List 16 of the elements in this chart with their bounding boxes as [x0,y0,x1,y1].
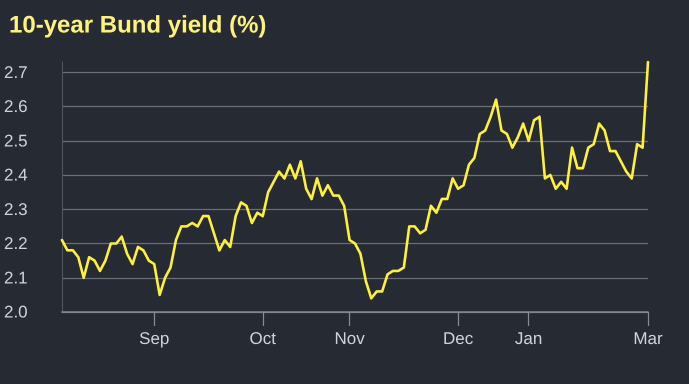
x-tick-label: Mar [633,329,663,348]
x-tick-label: Jan [514,329,542,348]
y-tick-label: 2.1 [4,268,28,288]
y-tick-label: 2.6 [4,97,28,116]
chart-title: 10-year Bund yield (%) [9,12,266,38]
y-tick-label: 2.7 [4,62,28,82]
x-tick-label: Nov [334,329,366,348]
y-tick-label: 2.0 [4,302,28,322]
y-tick-label: 2.4 [4,166,28,185]
y-tick-label: 2.3 [4,200,28,219]
x-tick-label: Sep [139,329,170,348]
x-tick-label: Dec [442,329,474,348]
line-series [60,60,650,300]
y-tick-label: 2.5 [4,131,28,150]
y-tick-label: 2.2 [4,234,28,254]
x-tick-label: Oct [250,329,276,348]
